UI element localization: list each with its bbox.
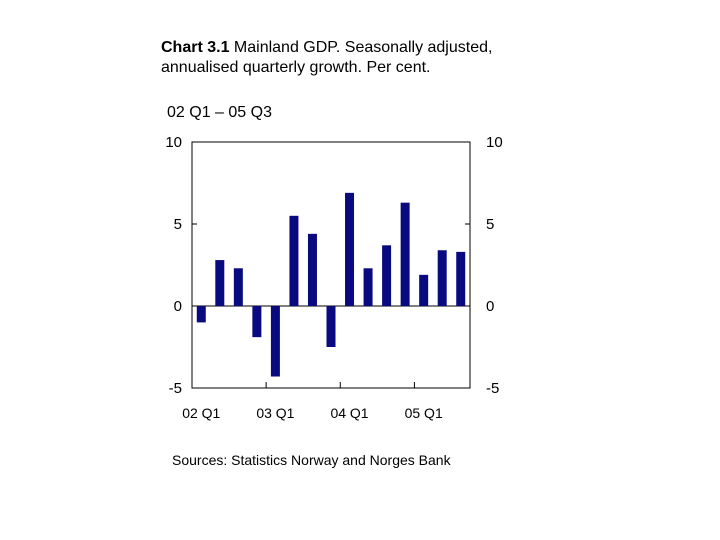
x-tick-label: 02 Q1 [182, 405, 220, 421]
x-tick-label: 03 Q1 [256, 405, 294, 421]
bar-05-q2 [437, 250, 447, 306]
bar-05-q1 [419, 274, 429, 306]
y-tick-label-left: 10 [165, 134, 182, 151]
bar-05-q3 [456, 251, 466, 306]
bar-03-q3 [307, 233, 317, 306]
bar-03-q2 [289, 215, 299, 306]
y-tick-label-right: 10 [486, 134, 503, 151]
bar-03-q1 [270, 306, 280, 377]
chart-title: Chart 3.1 Mainland GDP. Seasonally adjus… [161, 38, 521, 78]
bar-04-q1 [345, 192, 355, 306]
bar-02-q2 [215, 260, 225, 306]
bar-02-q4 [252, 306, 262, 338]
chart-subtitle: 02 Q1 – 05 Q3 [167, 104, 272, 121]
chart-number: Chart 3.1 [161, 39, 230, 56]
bar-04-q3 [382, 245, 392, 306]
chart-title-text: Mainland GDP. Seasonally adjusted, annua… [161, 39, 493, 76]
plot-frame [191, 141, 471, 389]
y-tick-label-left: -5 [169, 380, 182, 397]
bar-03-q4 [326, 306, 336, 347]
chart-source: Sources: Statistics Norway and Norges Ba… [172, 452, 451, 468]
bar-04-q2 [363, 268, 373, 306]
bar-04-q4 [400, 202, 410, 306]
y-tick-label-right: 0 [486, 298, 494, 315]
bar-02-q3 [233, 268, 243, 306]
bar-02-q1 [196, 306, 206, 323]
x-tick-label: 04 Q1 [330, 405, 368, 421]
y-tick-label-right: -5 [486, 380, 499, 397]
y-tick-label-left: 0 [174, 298, 182, 315]
y-tick-label-left: 5 [174, 216, 182, 233]
x-tick-label: 05 Q1 [405, 405, 443, 421]
y-tick-label-right: 5 [486, 216, 494, 233]
